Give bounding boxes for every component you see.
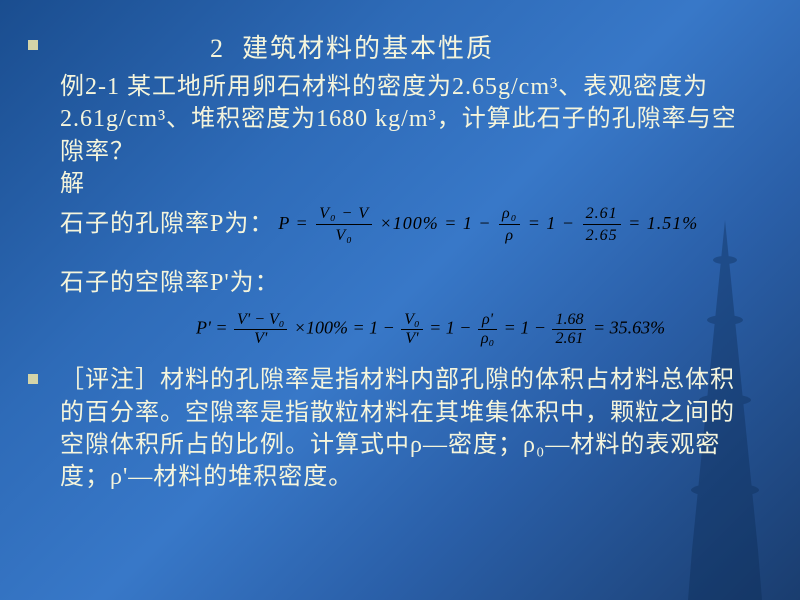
void-ratio-label: 石子的空隙率P'为： (60, 267, 750, 299)
problem-block: 例2-1 某工地所用卵石材料的密度为2.65g/cm³、表观密度为2.61g/c… (60, 71, 750, 168)
slide-content: 2 建筑材料的基本性质 例2-1 某工地所用卵石材料的密度为2.65g/cm³、… (0, 0, 800, 514)
chapter-title-text: 建筑材料的基本性质 (242, 34, 494, 63)
comment-section: ［评注］材料的孔隙率是指材料内部孔隙的体积占材料总体积的百分率。空隙率是指散粒材… (60, 364, 750, 494)
chapter-number: 2 (210, 34, 225, 63)
example-label: 例2-1 (60, 74, 120, 100)
comment-label: ［评注］ (60, 367, 160, 393)
comment-text: 材料的孔隙率是指材料内部孔隙的体积占材料总体积的百分率。空隙率是指散粒材料在其堆… (60, 367, 735, 490)
chapter-title: 2 建筑材料的基本性质 (60, 28, 750, 65)
formula-porosity: P = V₀ − VV₀ ×100% = 1 − ρ₀ρ = 1 − 2.612… (274, 201, 702, 249)
comment-block: ［评注］材料的孔隙率是指材料内部孔隙的体积占材料总体积的百分率。空隙率是指散粒材… (60, 364, 750, 494)
formula-void-ratio: P' = V' − V₀V' ×100% = 1 − V₀V' = 1 − ρ'… (190, 307, 750, 352)
bullet-icon (28, 374, 38, 384)
problem-text: 某工地所用卵石材料的密度为2.65g/cm³、表观密度为2.61g/cm³、堆积… (60, 74, 737, 165)
solution-label: 解 (60, 168, 750, 200)
bullet-icon (28, 40, 38, 50)
porosity-label: 石子的孔隙率P为： (60, 208, 274, 240)
porosity-row: 石子的孔隙率P为： P = V₀ − VV₀ ×100% = 1 − ρ₀ρ =… (60, 201, 750, 249)
